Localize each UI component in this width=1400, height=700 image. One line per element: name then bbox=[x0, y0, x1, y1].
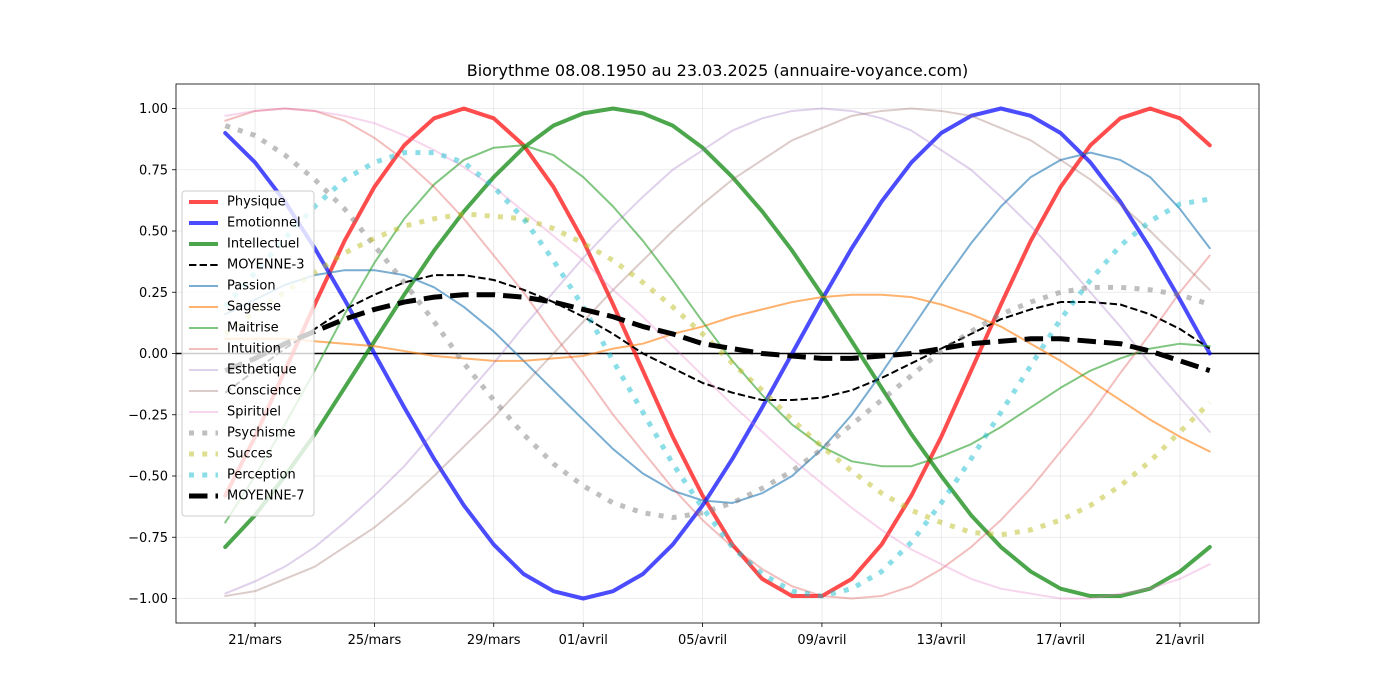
legend-label: Conscience bbox=[227, 384, 301, 399]
chart-title: Biorythme 08.08.1950 au 23.03.2025 (annu… bbox=[467, 61, 969, 80]
x-tick-label: 25/mars bbox=[348, 633, 402, 648]
series-line bbox=[223, 106, 1212, 599]
legend-label: Spirituel bbox=[227, 405, 281, 420]
legend: Physique Emotionnel Intellectuel MOYENNE-3 P… bbox=[181, 190, 315, 517]
series-line bbox=[224, 107, 1211, 598]
y-tick-label: −1.00 bbox=[128, 592, 168, 607]
y-tick-label: −0.50 bbox=[128, 470, 168, 485]
series-line bbox=[223, 106, 1212, 601]
series-line bbox=[223, 106, 1212, 599]
y-tick-label: 0.75 bbox=[139, 163, 168, 178]
x-tick-label: 17/avril bbox=[1036, 633, 1085, 648]
legend-label: Perception bbox=[227, 468, 296, 483]
series-line bbox=[224, 123, 1211, 521]
legend-label: Emotionnel bbox=[227, 216, 301, 231]
y-tick-label: 0.50 bbox=[139, 225, 168, 240]
series-line bbox=[224, 274, 1211, 402]
x-tick-label: 09/avril bbox=[797, 633, 846, 648]
legend-label: MOYENNE-7 bbox=[227, 489, 305, 504]
legend-label: Maitrise bbox=[227, 321, 279, 336]
x-tick-label: 05/avril bbox=[678, 633, 727, 648]
legend-label: Psychisme bbox=[227, 426, 296, 441]
legend-label: Intellectuel bbox=[227, 237, 299, 252]
y-tick-label: 0.25 bbox=[139, 286, 168, 301]
legend-label: Intuition bbox=[227, 342, 281, 357]
series-line bbox=[224, 107, 1211, 595]
legend-label: Passion bbox=[227, 279, 276, 294]
y-tick-label: −0.25 bbox=[128, 408, 168, 423]
legend-label: MOYENNE-3 bbox=[227, 258, 305, 273]
plot-frame bbox=[175, 83, 1260, 624]
legend-label: Physique bbox=[227, 195, 286, 210]
x-tick-label: 21/mars bbox=[228, 633, 282, 648]
x-tick-label: 21/avril bbox=[1155, 633, 1204, 648]
x-tick-label: 29/mars bbox=[467, 633, 521, 648]
x-tick-label: 01/avril bbox=[559, 633, 608, 648]
series-line bbox=[224, 107, 1211, 600]
legend-box bbox=[181, 190, 315, 517]
y-tick-label: −0.75 bbox=[128, 531, 168, 546]
y-tick-label: 1.00 bbox=[139, 102, 168, 117]
y-tick-label: 0.00 bbox=[139, 347, 168, 362]
legend-label: Esthetique bbox=[227, 363, 297, 378]
legend-label: Succes bbox=[227, 447, 273, 462]
series-line bbox=[224, 151, 1211, 504]
series-line bbox=[224, 293, 1211, 453]
x-tick-label: 13/avril bbox=[917, 633, 966, 648]
series-line bbox=[224, 144, 1211, 524]
legend-label: Sagesse bbox=[227, 300, 281, 315]
series-line bbox=[224, 107, 1211, 600]
series-line bbox=[224, 292, 1211, 374]
